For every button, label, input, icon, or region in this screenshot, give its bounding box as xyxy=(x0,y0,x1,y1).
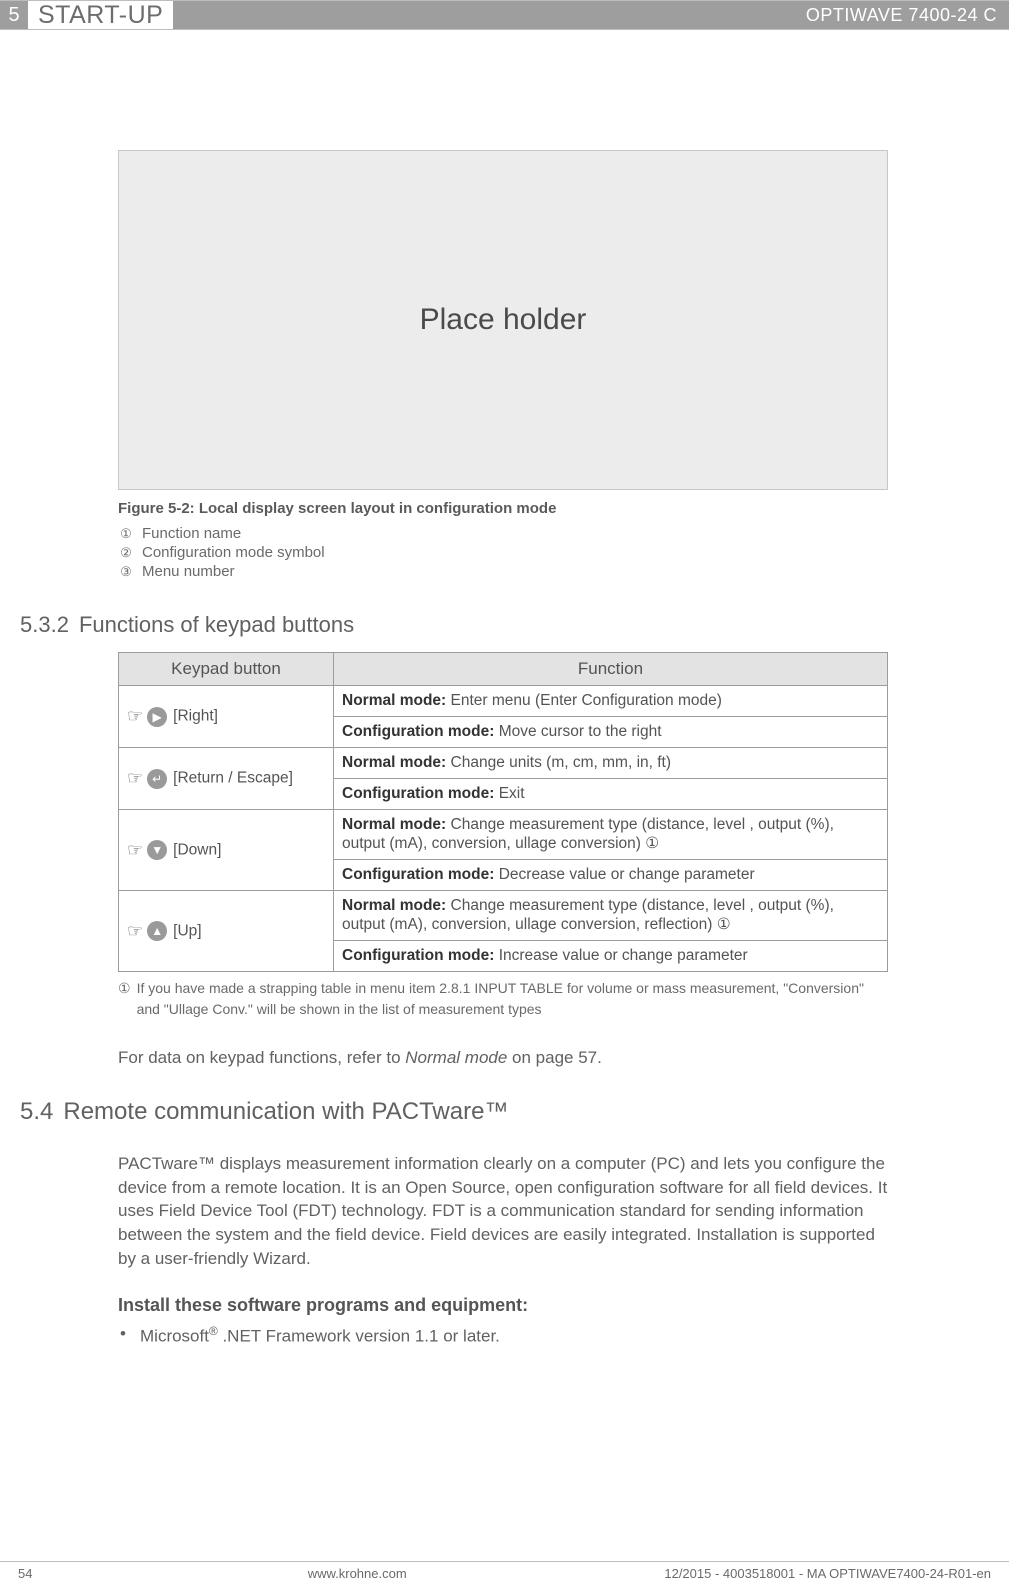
bullet-text: Microsoft® .NET Framework version 1.1 or… xyxy=(140,1324,500,1347)
table-header-function: Function xyxy=(334,653,888,686)
hand-pointer-icon: ☞ xyxy=(127,921,143,942)
section-number: 5.3.2 xyxy=(20,612,69,638)
keypad-button-cell: ☞▶ [Right] xyxy=(119,686,334,748)
function-config-mode: Configuration mode: Move cursor to the r… xyxy=(334,717,888,748)
figure-legend: ① Function name ② Configuration mode sym… xyxy=(118,525,961,580)
keypad-direction-icon: ▼ xyxy=(147,840,167,860)
table-footnote: ① If you have made a strapping table in … xyxy=(118,978,888,1020)
hand-pointer-icon: ☞ xyxy=(127,706,143,727)
footnote-num: ① xyxy=(118,978,131,1020)
placeholder-text: Place holder xyxy=(420,303,587,337)
bullet-item: • Microsoft® .NET Framework version 1.1 … xyxy=(118,1324,888,1347)
legend-item: ③ Menu number xyxy=(118,563,961,580)
function-config-mode: Configuration mode: Increase value or ch… xyxy=(334,941,888,972)
keypad-button-cell: ☞▼ [Down] xyxy=(119,810,334,891)
legend-num: ① xyxy=(118,526,134,542)
table-header-keypad: Keypad button xyxy=(119,653,334,686)
bullet-pre: Microsoft xyxy=(140,1326,209,1345)
footnote-text: If you have made a strapping table in me… xyxy=(137,978,888,1020)
keypad-button-cell: ☞▲ [Up] xyxy=(119,891,334,972)
keypad-functions-table: Keypad button Function ☞▶[Right]Normal m… xyxy=(118,652,888,972)
ref-post: on page 57. xyxy=(507,1048,602,1067)
legend-text: Menu number xyxy=(142,563,235,580)
bullet-dot: • xyxy=(118,1324,128,1344)
keypad-button-cell: ☞↵ [Return / Escape] xyxy=(119,748,334,810)
figure-placeholder: Place holder xyxy=(118,150,888,490)
footer-doc-id: 12/2015 - 4003518001 - MA OPTIWAVE7400-2… xyxy=(664,1566,1009,1581)
page-footer: 54 www.krohne.com 12/2015 - 4003518001 -… xyxy=(0,1561,1009,1585)
product-name: OPTIWAVE 7400-24 C xyxy=(788,1,1009,29)
page-header: 5 START-UP OPTIWAVE 7400-24 C xyxy=(0,0,1009,30)
chapter-title: START-UP xyxy=(28,1,173,29)
figure-caption: Figure 5-2: Local display screen layout … xyxy=(118,500,961,517)
keypad-button-label: [Up] xyxy=(173,922,201,939)
section-title: Functions of keypad buttons xyxy=(79,612,354,638)
legend-text: Function name xyxy=(142,525,241,542)
function-normal-mode: Normal mode: Enter menu (Enter Configura… xyxy=(334,686,888,717)
section-number: 5.4 xyxy=(20,1098,53,1126)
header-spacer xyxy=(173,1,788,29)
section-title: Remote communication with PACTware™ xyxy=(63,1098,508,1126)
keypad-direction-icon: ↵ xyxy=(147,769,167,789)
section-heading-532: 5.3.2 Functions of keypad buttons xyxy=(20,612,961,638)
ref-pre: For data on keypad functions, refer to xyxy=(118,1048,405,1067)
legend-item: ② Configuration mode symbol xyxy=(118,544,961,561)
bullet-post: .NET Framework version 1.1 or later. xyxy=(218,1326,500,1345)
page-number: 54 xyxy=(0,1566,50,1581)
keypad-button-label: [Return / Escape] xyxy=(173,770,293,787)
keypad-reference-paragraph: For data on keypad functions, refer to N… xyxy=(118,1046,888,1070)
footer-site: www.krohne.com xyxy=(50,1566,664,1581)
bullet-sup: ® xyxy=(209,1324,218,1338)
hand-pointer-icon: ☞ xyxy=(127,768,143,789)
function-config-mode: Configuration mode: Exit xyxy=(334,779,888,810)
function-normal-mode: Normal mode: Change measurement type (di… xyxy=(334,891,888,941)
install-heading: Install these software programs and equi… xyxy=(118,1295,961,1316)
hand-pointer-icon: ☞ xyxy=(127,840,143,861)
legend-item: ① Function name xyxy=(118,525,961,542)
function-normal-mode: Normal mode: Change units (m, cm, mm, in… xyxy=(334,748,888,779)
section-heading-54: 5.4 Remote communication with PACTware™ xyxy=(20,1098,961,1126)
function-normal-mode: Normal mode: Change measurement type (di… xyxy=(334,810,888,860)
ref-italic: Normal mode xyxy=(405,1048,507,1067)
keypad-direction-icon: ▶ xyxy=(147,707,167,727)
keypad-direction-icon: ▲ xyxy=(147,921,167,941)
install-bullets: • Microsoft® .NET Framework version 1.1 … xyxy=(118,1324,888,1347)
chapter-number-chip: 5 xyxy=(0,1,28,29)
function-config-mode: Configuration mode: Decrease value or ch… xyxy=(334,860,888,891)
legend-num: ② xyxy=(118,545,134,561)
keypad-button-label: [Down] xyxy=(173,841,221,858)
legend-text: Configuration mode symbol xyxy=(142,544,325,561)
legend-num: ③ xyxy=(118,564,134,580)
keypad-button-label: [Right] xyxy=(173,708,218,725)
pactware-paragraph: PACTware™ displays measurement informati… xyxy=(118,1152,888,1271)
